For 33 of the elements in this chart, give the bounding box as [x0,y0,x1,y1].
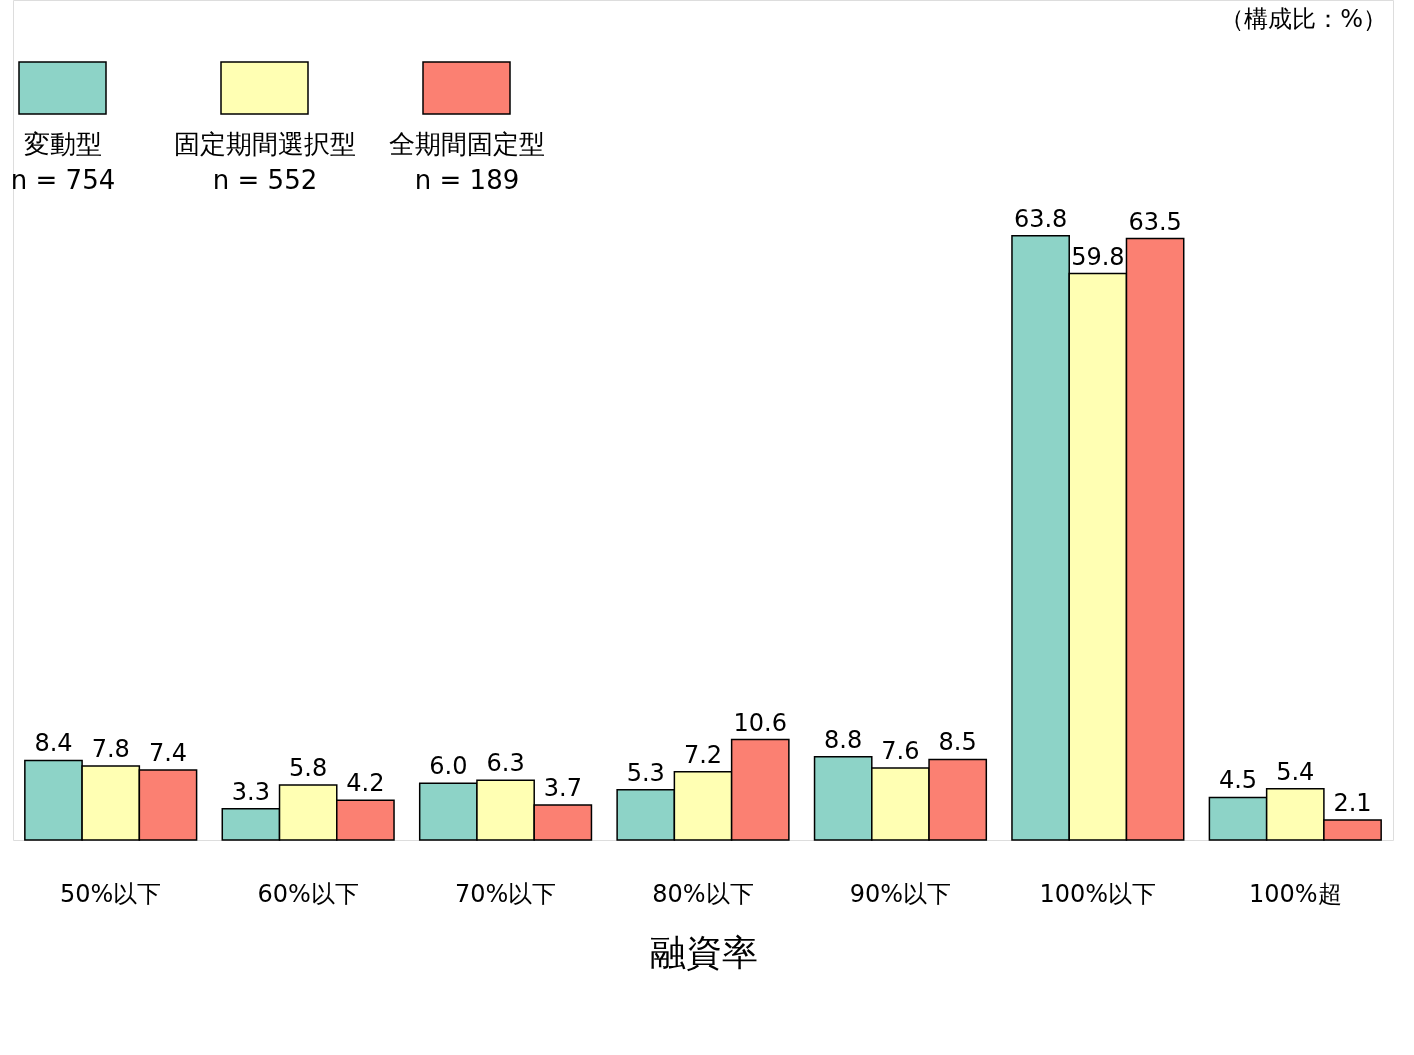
data-label: 3.3 [231,777,270,806]
text: （構成比：%） [1220,5,1387,33]
x-tick-label: 70%以下 [454,879,557,908]
data-label: 7.6 [881,737,920,766]
data-label: 7.2 [683,740,723,769]
data-label: 4.5 [1218,766,1258,795]
data-label: 3.7 [543,773,582,802]
data-label: 7.4 [148,738,188,767]
x-tick-label: 50%以下 [60,879,162,908]
data-label: 5.8 [289,754,328,783]
data-label: 7.8 [91,735,130,764]
data-label: 8.5 [938,728,977,757]
data-label: 2.1 [1333,789,1372,818]
legend-label: 変動型 n = 754 [10,129,116,195]
data-label: 8.8 [824,725,863,754]
data-label: 10.6 [733,708,787,737]
data-label: 5.3 [626,758,665,787]
data-label: 5.4 [1276,757,1315,786]
data-label: 59.8 [1071,242,1125,271]
data-label: 63.5 [1128,207,1182,236]
x-tick-label: 100%以下 [1039,879,1157,908]
x-tick-label: 90%以下 [849,879,952,908]
x-tick-label: 80%以下 [652,879,754,908]
x-tick-label: 60%以下 [257,879,359,908]
data-label: 6.3 [486,749,525,778]
data-label: 8.4 [34,729,73,758]
x-tick-label: 100%超 [1248,879,1342,908]
x-axis-title: 融資率 [649,931,758,973]
legend-label: 固定期間選択型 n = 552 [174,129,356,195]
data-label: 6.0 [429,752,468,781]
data-label: 63.8 [1013,204,1068,233]
legend-label: 全期間固定型 n = 189 [389,129,545,195]
data-label: 4.2 [346,769,385,798]
